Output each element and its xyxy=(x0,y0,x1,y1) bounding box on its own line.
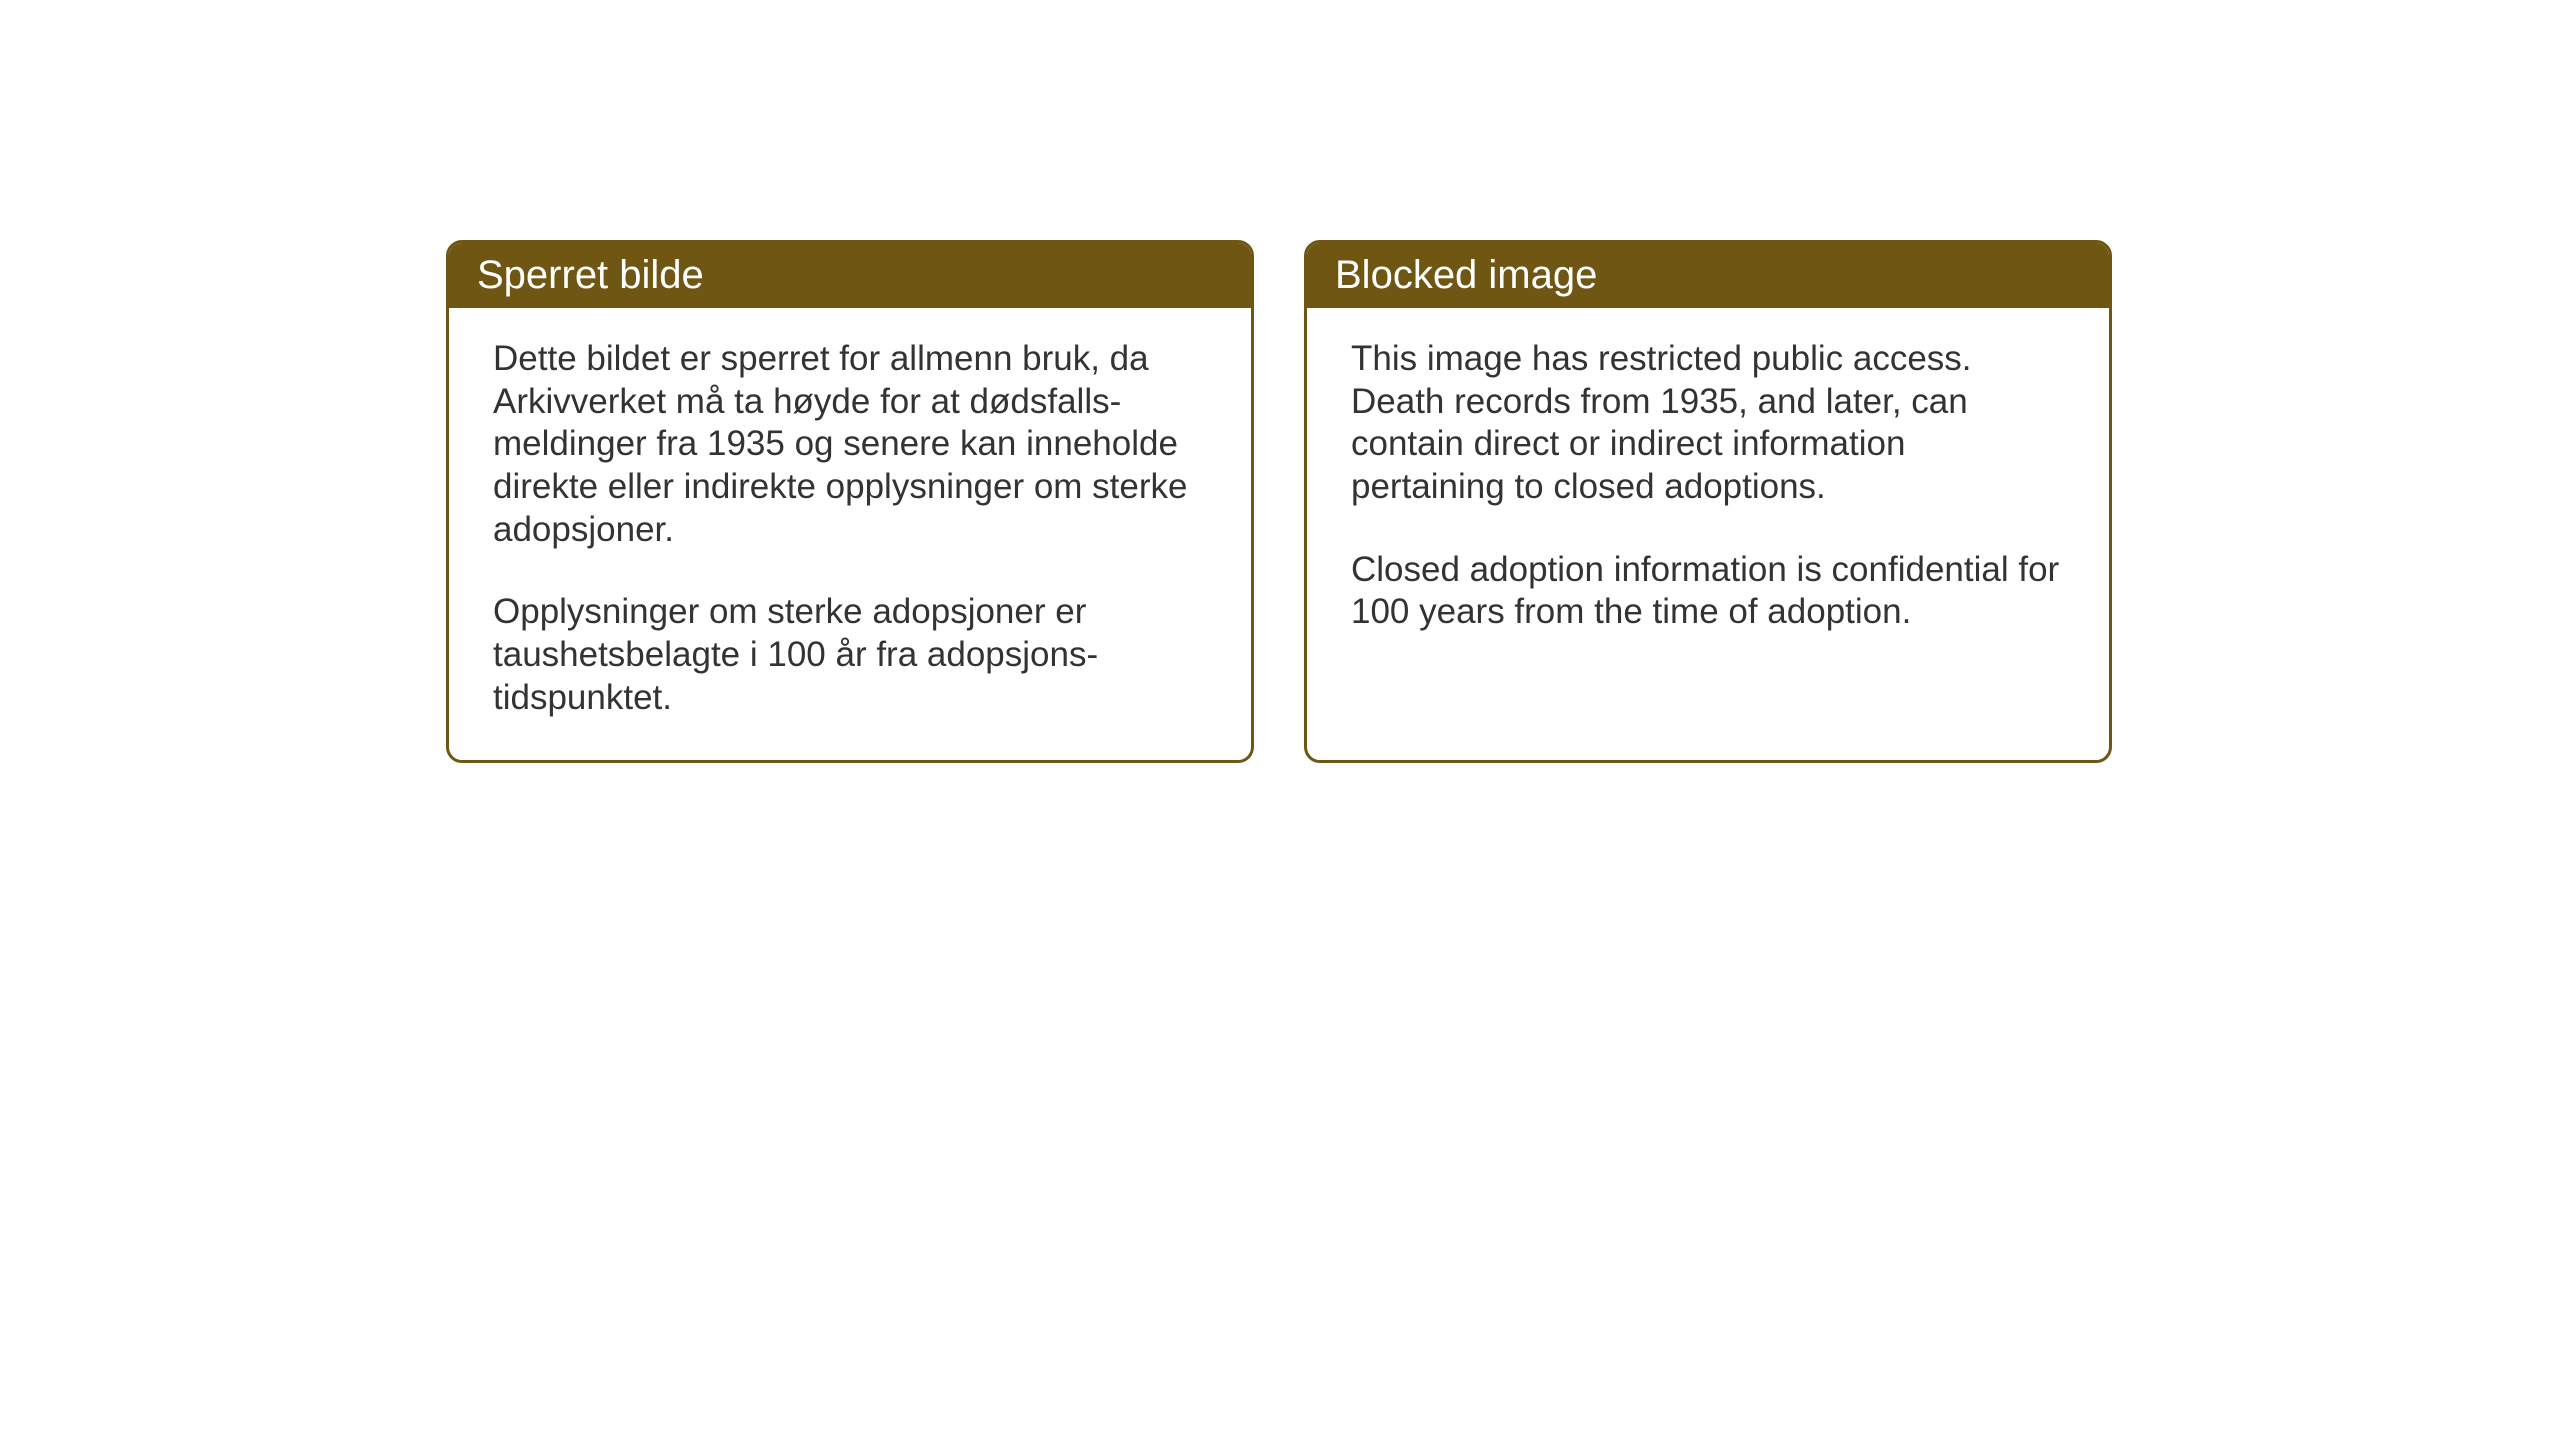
notice-title: Blocked image xyxy=(1335,253,1597,297)
notice-paragraph: This image has restricted public access.… xyxy=(1351,338,2065,509)
notice-paragraph: Opplysninger om sterke adopsjoner er tau… xyxy=(493,591,1207,719)
notice-header-norwegian: Sperret bilde xyxy=(449,243,1251,308)
notice-body-english: This image has restricted public access.… xyxy=(1307,308,2109,674)
notice-body-norwegian: Dette bildet er sperret for allmenn bruk… xyxy=(449,308,1251,760)
notice-paragraph: Dette bildet er sperret for allmenn bruk… xyxy=(493,338,1207,551)
notice-header-english: Blocked image xyxy=(1307,243,2109,308)
notice-card-english: Blocked image This image has restricted … xyxy=(1304,240,2112,763)
notice-container: Sperret bilde Dette bildet er sperret fo… xyxy=(446,240,2112,763)
notice-title: Sperret bilde xyxy=(477,253,704,297)
notice-card-norwegian: Sperret bilde Dette bildet er sperret fo… xyxy=(446,240,1254,763)
notice-paragraph: Closed adoption information is confident… xyxy=(1351,549,2065,634)
